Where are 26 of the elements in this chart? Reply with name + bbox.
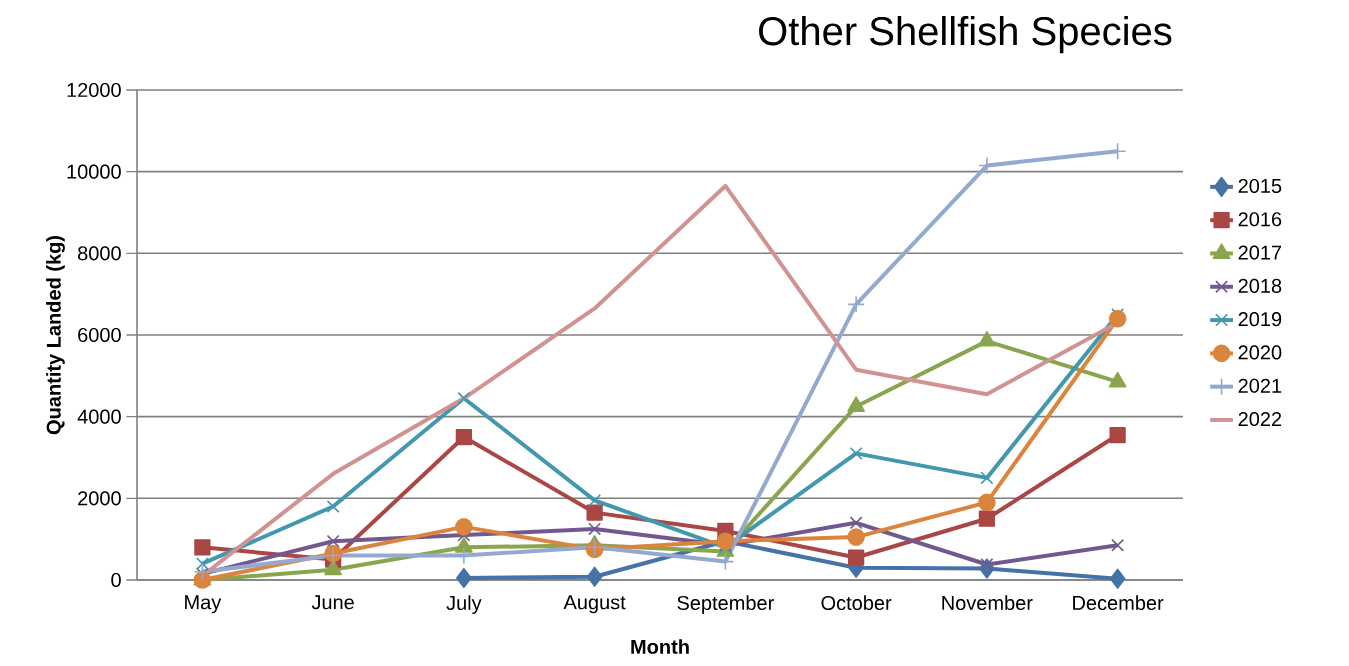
x-tick-label: December bbox=[1073, 595, 1164, 611]
legend-label: 2017 bbox=[1238, 245, 1282, 260]
y-tick-label: 12000 bbox=[67, 82, 121, 98]
y-tick-label: 4000 bbox=[77, 409, 121, 424]
x-tick-label: October bbox=[821, 595, 892, 611]
legend-label: 2022 bbox=[1238, 411, 1282, 427]
y-tick-label: 8000 bbox=[78, 246, 121, 261]
x-tick-label: June bbox=[311, 595, 354, 610]
x-tick-label: November bbox=[942, 595, 1033, 611]
legend-label: 2020 bbox=[1238, 345, 1282, 360]
x-tick-label: September bbox=[677, 595, 774, 614]
legend-label: 2018 bbox=[1238, 278, 1282, 293]
x-axis-title: Month bbox=[631, 639, 689, 654]
legend-label: 2016 bbox=[1238, 212, 1282, 227]
y-tick-label: 2000 bbox=[78, 491, 121, 506]
x-tick-label: July bbox=[446, 595, 482, 614]
y-tick-label: 6000 bbox=[78, 327, 121, 343]
y-tick-label: 0 bbox=[111, 572, 121, 588]
y-axis-title: Quantity Landed (kg) bbox=[46, 235, 65, 435]
x-tick-label: May bbox=[185, 595, 222, 614]
chart-title: Other Shellfish Species bbox=[759, 16, 1172, 54]
y-tick-label: 10000 bbox=[67, 164, 121, 179]
x-tick-label: August bbox=[563, 595, 626, 614]
legend-label: 2021 bbox=[1238, 378, 1282, 393]
legend-label: 2015 bbox=[1238, 178, 1282, 194]
legend-label: 2019 bbox=[1238, 312, 1282, 327]
